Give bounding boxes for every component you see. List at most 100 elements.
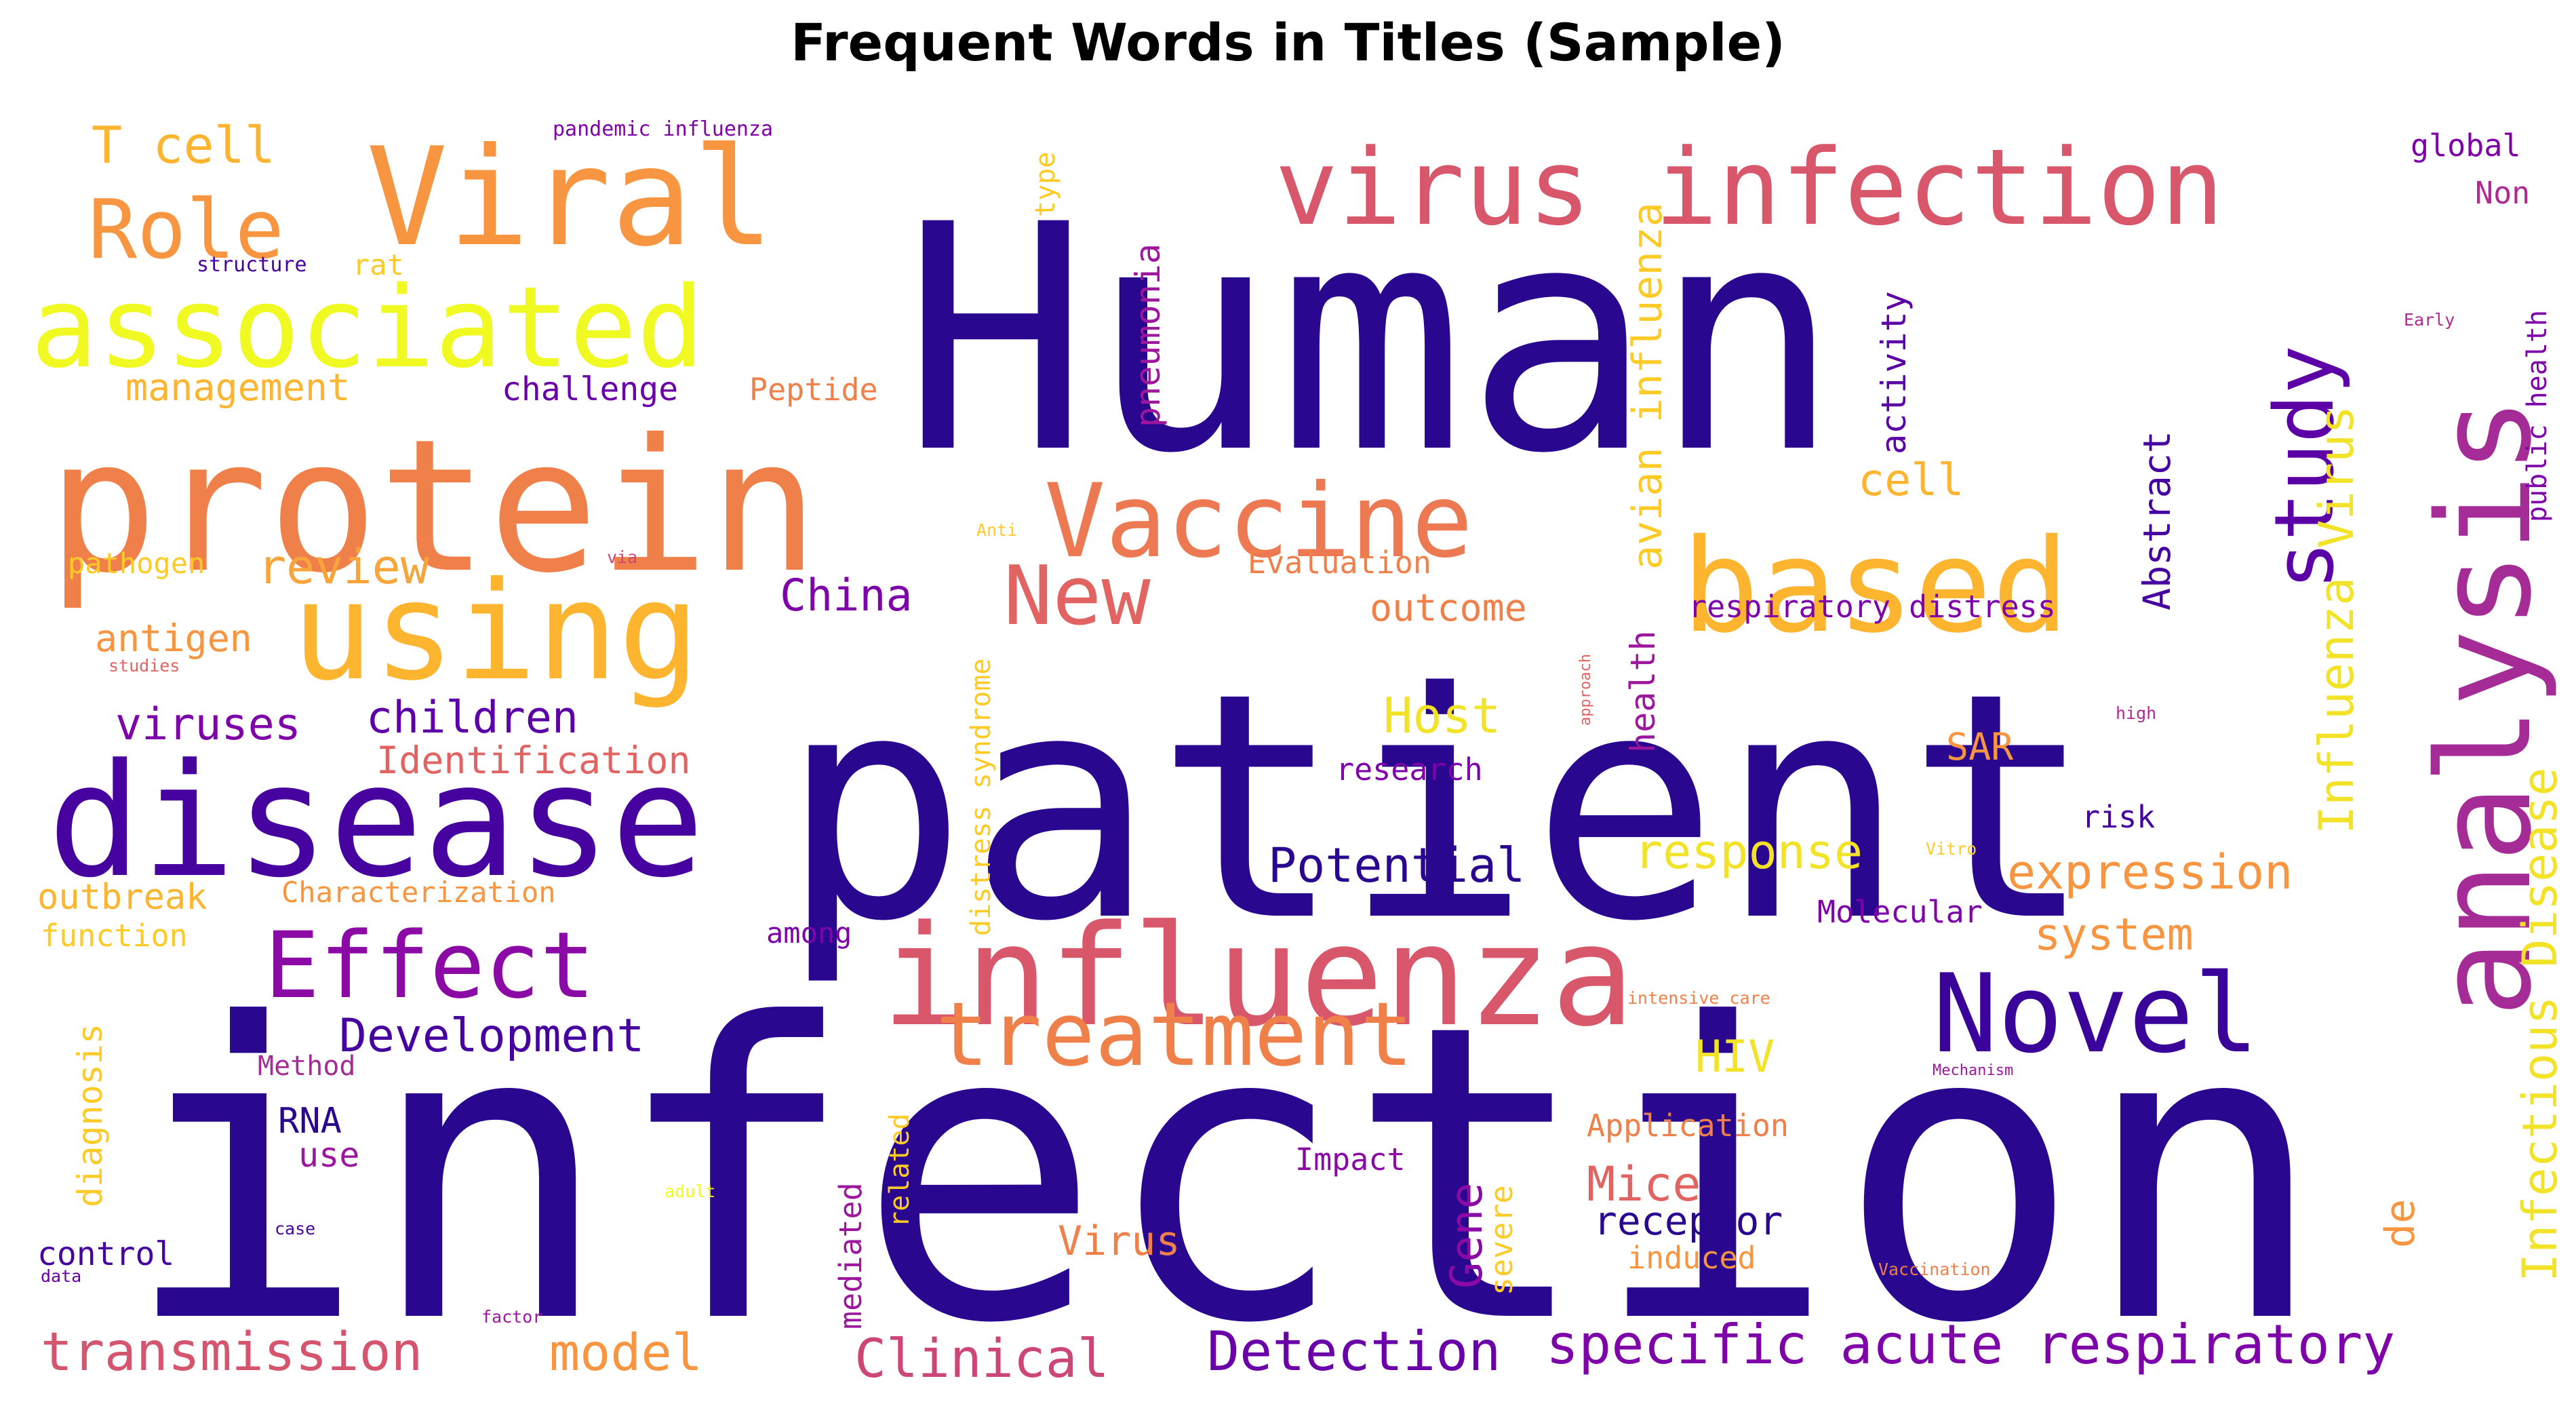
word-analysis: analysis	[2410, 397, 2560, 1017]
word-viral: Viral	[366, 119, 774, 277]
word-new: New	[1004, 549, 1151, 644]
word-treatment: treatment	[936, 983, 1413, 1086]
word-clinical: Clinical	[854, 1329, 1109, 1390]
word-mice: Mice	[1587, 1156, 1701, 1212]
word-factor: factor	[481, 1307, 542, 1327]
word-identification: Identification	[376, 739, 691, 782]
word-vaccine: Vaccine	[1044, 463, 1473, 581]
word-management: management	[125, 366, 350, 409]
word-transmission: transmission	[41, 1322, 423, 1383]
word-model: model	[549, 1323, 702, 1382]
word-related: related	[884, 1113, 915, 1228]
word-pathogen: pathogen	[68, 547, 205, 580]
word-data: data	[41, 1266, 81, 1286]
word-public-health: public health	[2522, 310, 2553, 522]
word-outbreak: outbreak	[37, 877, 207, 918]
word-induced: induced	[1627, 1240, 1756, 1276]
word-receptor: receptor	[1593, 1198, 1783, 1244]
word-peptide: Peptide	[749, 372, 878, 408]
word-children: children	[366, 693, 578, 743]
word-influenza-virus: Influenza Virus	[2309, 406, 2364, 834]
word-infectious-disease: Infectious Disease	[2512, 767, 2568, 1282]
word-impact: Impact	[1295, 1142, 1406, 1177]
word-using: using	[292, 553, 700, 711]
word-role: Role	[88, 183, 284, 277]
word-host: Host	[1383, 687, 1501, 744]
word-disease: disease	[47, 731, 705, 912]
word-viruses: viruses	[115, 699, 301, 750]
word-patient: patient	[780, 627, 2095, 990]
word-avian-influenza: avian influenza	[1624, 202, 1671, 570]
word-mechanism: Mechanism	[1933, 1062, 2013, 1079]
word-non: Non	[2475, 175, 2530, 211]
word-sar: SAR	[1946, 725, 2014, 768]
word-specific-acute-respiratory: specific acute respiratory	[1546, 1313, 2395, 1376]
word-antigen: antigen	[95, 617, 252, 660]
word-distress-syndrome: distress syndrome	[966, 659, 997, 936]
word-virus-infection: virus infection	[1275, 126, 2224, 249]
word-detection: Detection	[1207, 1320, 1501, 1383]
word-infection: infection	[122, 938, 2326, 1404]
word-virus: Virus	[1058, 1217, 1181, 1265]
word-vitro: Vitro	[1926, 839, 1977, 859]
word-vaccination: Vaccination	[1878, 1260, 1991, 1279]
word-evaluation: Evaluation	[1248, 545, 1431, 581]
word-high: high	[2116, 703, 2156, 723]
word-intensive-care: intensive care	[1627, 988, 1770, 1008]
word-anti: Anti	[976, 520, 1017, 540]
word-review: review	[258, 539, 430, 595]
word-diagnosis: diagnosis	[71, 1023, 110, 1207]
word-rna: RNA	[278, 1101, 342, 1142]
word-application: Application	[1587, 1108, 1789, 1144]
word-cell: cell	[1858, 455, 1964, 506]
word-hiv: HIV	[1695, 1032, 1775, 1083]
word-structure: structure	[197, 253, 307, 277]
word-study: study	[2258, 345, 2352, 590]
word-adult: adult	[665, 1182, 715, 1201]
word-case: case	[275, 1219, 315, 1239]
word-use: use	[298, 1135, 359, 1175]
word-response: response	[1634, 824, 1863, 880]
word-protein: protein	[47, 399, 819, 613]
word-potential: Potential	[1268, 838, 1525, 893]
chart-title: Frequent Words in Titles (Sample)	[791, 12, 1785, 73]
word-type: type	[1030, 152, 1061, 217]
word-method: Method	[258, 1051, 356, 1082]
word-rat: rat	[353, 248, 404, 281]
word-global: global	[2411, 128, 2521, 163]
word-function: function	[41, 918, 188, 954]
word-associated: associated	[31, 262, 704, 393]
word-human: Human	[902, 159, 1841, 522]
word-expression: expression	[2007, 844, 2293, 900]
word-based: based	[1682, 511, 2069, 661]
word-risk: risk	[2082, 799, 2155, 835]
word-gene: Gene	[1442, 1182, 1492, 1289]
word-system: system	[2034, 910, 2194, 960]
word-studies: studies	[108, 656, 180, 676]
word-early: Early	[2404, 310, 2455, 330]
word-pandemic-influenza: pandemic influenza	[553, 117, 773, 141]
word-effect: Effect	[264, 912, 595, 1019]
word-health: health	[1623, 630, 1663, 753]
word-pneumonia: pneumonia	[1128, 243, 1168, 427]
word-challenge: challenge	[502, 370, 678, 408]
word-influenza: influenza	[881, 896, 1635, 1057]
word-research: research	[1336, 752, 1483, 787]
word-respiratory-distress: respiratory distress	[1688, 589, 2056, 625]
word-t-cell: T cell	[92, 115, 275, 175]
word-development: Development	[339, 1009, 644, 1063]
word-among: among	[766, 916, 852, 950]
word-molecular: Molecular	[1817, 894, 1983, 930]
word-mediated: mediated	[833, 1182, 869, 1329]
word-activity: activity	[1874, 291, 1914, 454]
word-severe: severe	[1484, 1185, 1520, 1295]
word-control: control	[37, 1235, 174, 1273]
word-via: via	[607, 547, 637, 567]
word-outcome: outcome	[1370, 586, 1527, 629]
word-characterization: Characterization	[281, 876, 556, 909]
word-novel: Novel	[1933, 950, 2259, 1077]
word-de: de	[2377, 1199, 2424, 1248]
word-china: China	[780, 570, 913, 621]
word-abstract: Abstract	[2135, 431, 2179, 610]
